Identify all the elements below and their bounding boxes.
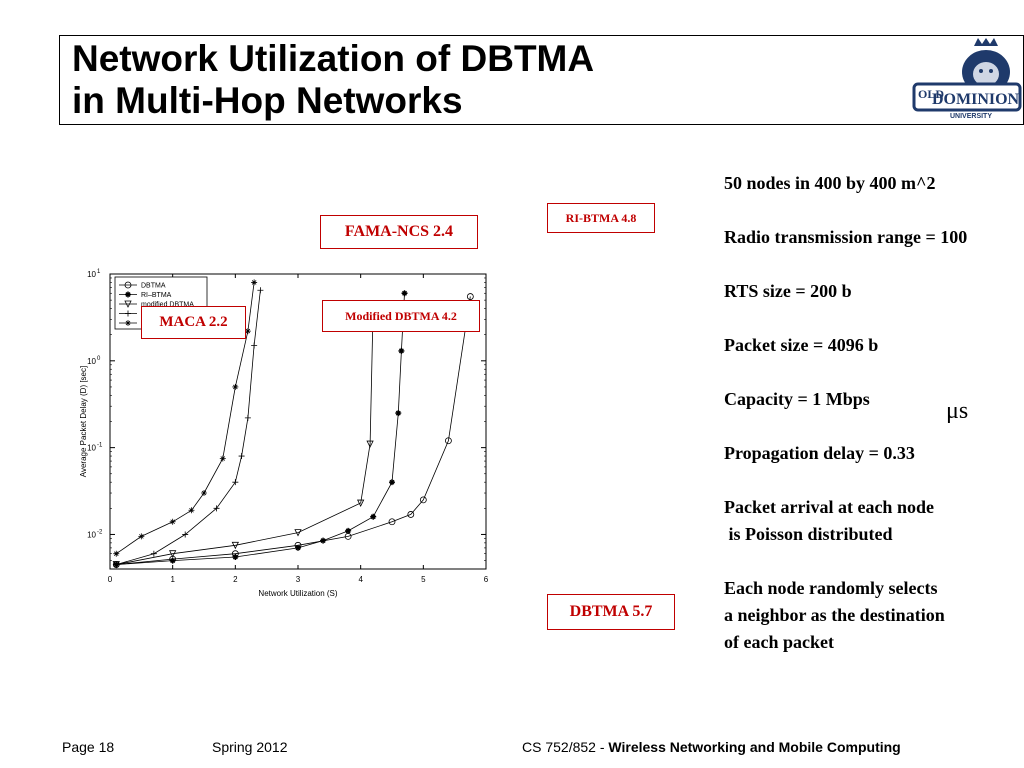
slide-title: Network Utilization of DBTMA in Multi-Ho…: [72, 38, 594, 122]
spec-arrival-line-2: is Poisson distributed: [724, 524, 893, 544]
data-point-modified-dbtma: [357, 499, 365, 507]
callout-modified-dbtma: Modified DBTMA 4.2: [322, 300, 480, 332]
data-point-maca: [232, 383, 239, 390]
series-line-dbtma: [116, 296, 471, 565]
x-tick-label: 5: [421, 575, 426, 584]
y-tick-label: 10: [87, 270, 96, 279]
data-point-maca: [113, 550, 120, 557]
y-tick-label: 10: [87, 530, 96, 539]
spec-select-line-2: a neighbor as the destination: [724, 605, 945, 625]
data-point-ri-btma: [398, 347, 405, 354]
footer-course: CS 752/852 - Wireless Networking and Mob…: [522, 739, 901, 755]
data-point-maca: [244, 328, 251, 335]
title-line-2: in Multi-Hop Networks: [72, 80, 463, 121]
data-point-dbtma: [388, 518, 396, 526]
data-point-maca: [201, 490, 207, 497]
data-point-modified-dbtma: [294, 529, 302, 537]
data-point-fama-ncs: [232, 479, 239, 486]
old-dominion-logo: OLD DOMINION UNIVERSITY: [912, 38, 1022, 120]
callout-maca: MACA 2.2: [141, 306, 246, 339]
microseconds-symbol: μs: [946, 398, 969, 424]
data-point-maca: [138, 533, 145, 540]
spec-select-line-3: of each packet: [724, 632, 834, 652]
x-tick-label: 2: [233, 575, 238, 584]
data-point-fama-ncs: [213, 505, 220, 512]
spec-capacity: Capacity = 1 Mbps: [724, 389, 870, 409]
x-tick-label: 6: [484, 575, 489, 584]
data-point-dbtma: [407, 511, 415, 518]
spec-nodes: 50 nodes in 400 by 400 m^2: [724, 173, 936, 193]
footer-term: Spring 2012: [212, 739, 288, 755]
data-point-modified-dbtma: [231, 541, 239, 550]
data-point-dbtma: [466, 293, 474, 300]
spec-radio-range: Radio transmission range = 100: [724, 227, 968, 247]
series-line-modified-dbtma: [116, 304, 374, 565]
y-tick-exponent: 0: [97, 356, 101, 362]
data-point-fama-ncs: [113, 561, 120, 568]
spec-rts-size: RTS size = 200 b: [724, 281, 852, 301]
spec-packet-size: Packet size = 4096 b: [724, 335, 879, 355]
x-tick-label: 0: [108, 575, 113, 584]
y-axis-label: Average Packet Delay (D) [sec]: [79, 366, 88, 477]
data-point-dbtma: [444, 437, 452, 445]
data-point-maca: [169, 518, 176, 525]
y-tick-label: 10: [87, 357, 96, 366]
logo-text-old: OLD: [918, 87, 944, 101]
spec-arrival-line-1: Packet arrival at each node: [724, 497, 934, 517]
y-tick-label: 10: [87, 444, 96, 453]
crown-icon: [974, 38, 998, 46]
legend-marker-modified-dbtma: [124, 300, 132, 308]
data-point-ri-btma: [401, 290, 408, 297]
y-tick-exponent: 1: [97, 269, 101, 275]
x-tick-label: 3: [296, 575, 301, 584]
callout-dbtma: DBTMA 5.7: [547, 594, 675, 630]
data-point-fama-ncs: [257, 287, 264, 294]
callout-ri-btma: RI-BTMA 4.8: [547, 203, 655, 233]
footer-course-prefix: CS 752/852 -: [522, 739, 609, 755]
data-point-fama-ncs: [150, 550, 157, 557]
data-point-ri-btma: [232, 553, 239, 560]
footer-page-number: Page 18: [62, 739, 115, 755]
spec-propagation-delay: Propagation delay = 0.33: [724, 443, 915, 463]
logo-text-dominion: DOMINION: [932, 91, 1020, 108]
data-point-ri-btma: [345, 527, 352, 534]
logo-text-university: UNIVERSITY: [950, 113, 992, 120]
legend-label-dbtma: DBTMA: [141, 283, 166, 290]
data-point-modified-dbtma: [366, 440, 374, 448]
footer-course-name: Wireless Networking and Mobile Computing: [608, 739, 901, 755]
data-point-modified-dbtma: [169, 550, 177, 558]
legend-marker-ri-btma: [125, 291, 131, 298]
legend-label-modified-dbtma: modified DBTMA: [141, 302, 194, 309]
legend-label-ri-btma: RI–BTMA: [141, 292, 172, 299]
data-point-ri-btma: [395, 410, 402, 417]
simulation-parameters: 50 nodes in 400 by 400 m^2 Radio transmi…: [724, 170, 967, 656]
data-point-fama-ncs: [182, 531, 189, 538]
data-point-maca: [219, 455, 226, 462]
data-point-ri-btma: [320, 537, 327, 544]
spec-select-line-1: Each node randomly selects: [724, 578, 938, 598]
data-point-fama-ncs: [238, 453, 245, 460]
data-point-maca: [251, 279, 258, 286]
legend-marker-fama-ncs: [125, 310, 131, 317]
data-point-fama-ncs: [244, 414, 251, 421]
x-tick-label: 1: [170, 575, 175, 584]
data-point-ri-btma: [389, 479, 395, 486]
data-point-fama-ncs: [251, 342, 258, 349]
legend-marker-dbtma: [124, 281, 132, 289]
data-point-ri-btma: [295, 544, 301, 551]
title-line-1: Network Utilization of DBTMA: [72, 38, 595, 79]
data-point-ri-btma: [370, 513, 377, 520]
data-point-ri-btma: [169, 557, 176, 564]
data-point-maca: [188, 507, 195, 514]
x-tick-label: 4: [358, 575, 363, 584]
y-tick-exponent: -2: [97, 529, 103, 535]
x-axis-label: Network Utilization (S): [258, 589, 337, 598]
callout-fama-ncs: FAMA-NCS 2.4: [320, 215, 478, 249]
data-point-dbtma: [419, 496, 427, 504]
legend-marker-maca: [125, 320, 131, 326]
y-tick-exponent: -1: [97, 443, 103, 449]
